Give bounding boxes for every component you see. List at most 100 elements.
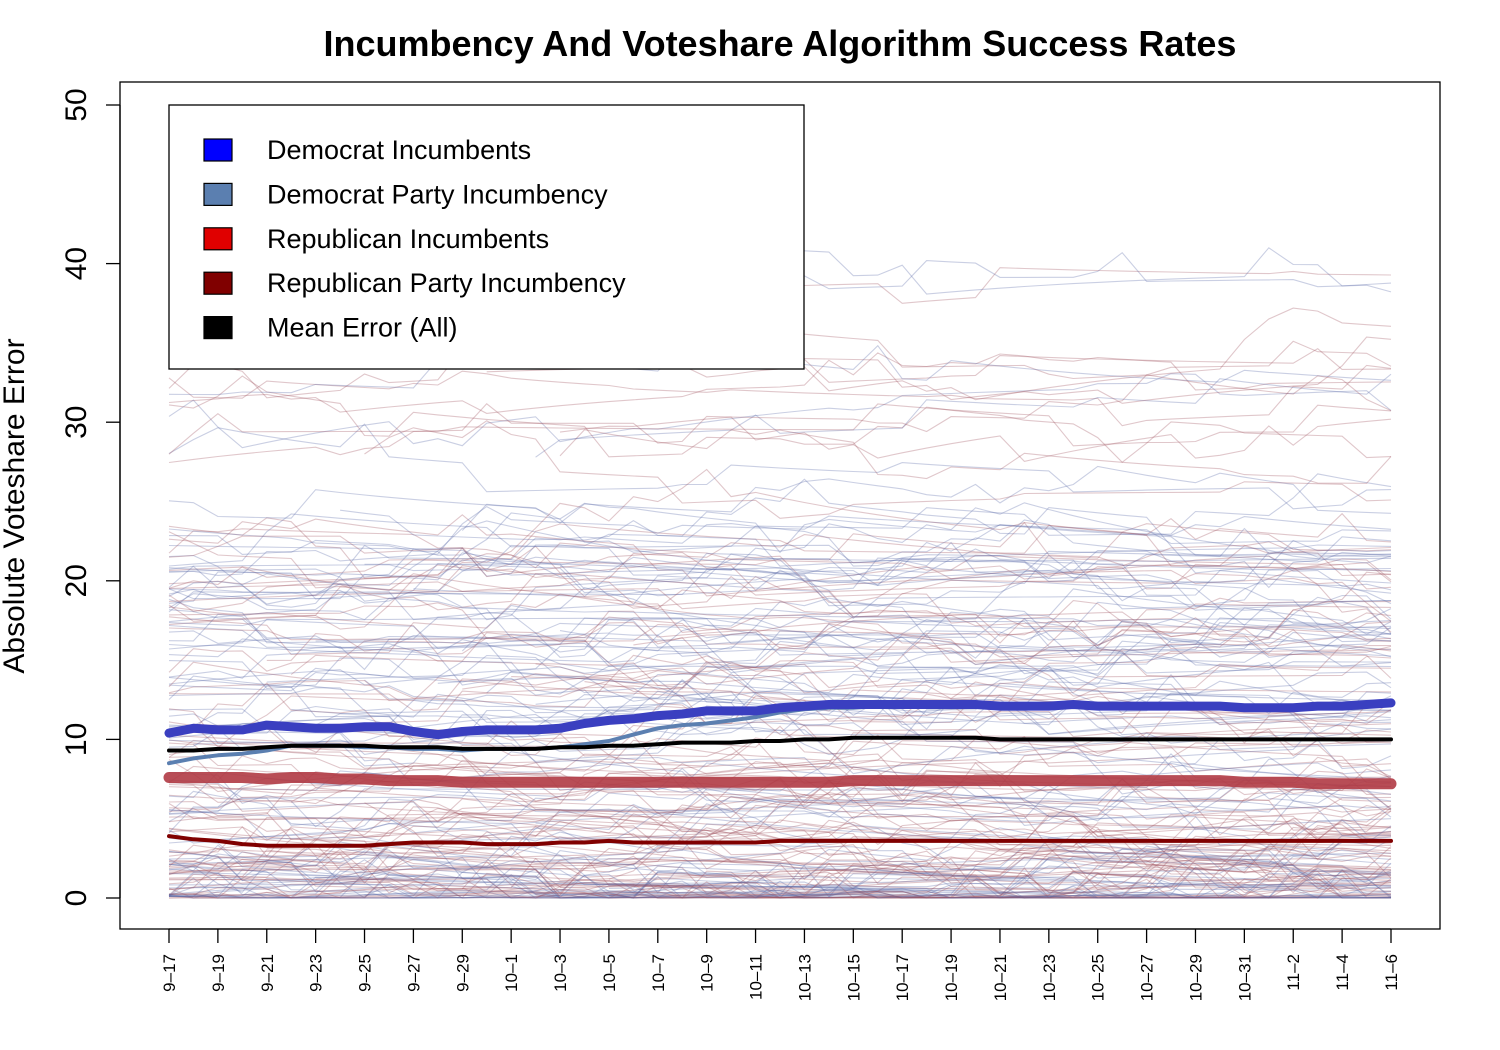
x-tick-label: 11–6 [1382,954,1401,991]
background-line [559,862,1392,899]
background-line [168,761,1392,834]
background-line [168,813,1392,885]
background-line [168,593,1392,649]
background-line [168,617,1392,671]
background-line [168,753,1392,815]
background-line [193,694,1392,762]
background-line [462,839,1392,899]
series-line-republican-incumbents [163,772,1397,790]
background-line [168,618,1392,666]
background-line [168,863,1392,899]
x-tick-label: 10–21 [991,954,1010,1001]
background-line [168,844,1392,899]
background-line [168,854,1392,899]
legend-swatch [203,138,233,162]
background-line [169,803,1392,899]
x-axis: 9–17 9–19 9–21 9–23 9–25 9–27 9–29 10–1 10–3 10–5… [160,928,1401,1001]
background-line [168,816,1392,899]
background-line [559,618,1392,663]
x-tick-label: 10–7 [649,954,668,992]
background-line [168,810,1392,899]
background-line [168,502,1392,556]
background-line [511,860,1392,897]
background-line [168,468,1392,613]
background-line [168,858,1392,899]
background-line [168,855,1392,899]
x-tick-label: 9–23 [307,954,326,992]
background-line [168,673,1391,756]
background-line [168,548,1392,604]
background-line [608,827,1392,896]
legend-label: Mean Error (All) [267,313,458,343]
background-line [168,373,1392,449]
background-line [364,648,1392,714]
background-line [340,509,1392,567]
background-line [168,573,1392,641]
background-line [168,835,1392,899]
background-line [169,855,1392,899]
background-line [168,778,1392,841]
legend-label: Republican Party Incumbency [267,268,626,298]
background-line [168,720,1392,784]
background-line [168,794,1392,857]
background-line [462,629,1392,690]
background-line [169,885,1391,899]
main-series-lines [163,698,1397,848]
background-line [168,423,1392,510]
background-line [168,597,1392,658]
background-line [559,556,1392,620]
background-line [168,856,1392,899]
background-line [168,837,1392,899]
background-line [168,768,1392,855]
background-line [364,527,1392,590]
x-tick-label: 10–25 [1089,954,1108,1001]
background-line [168,478,1392,574]
background-line [291,690,1392,764]
legend-label: Democrat Incumbents [267,135,531,165]
background-line [290,623,1392,697]
background-line [168,790,1392,874]
background-lines [168,247,1392,899]
background-line [168,465,1392,524]
legend-swatch [203,271,233,295]
background-line [169,845,1391,899]
background-line [168,890,1392,899]
background-line [168,609,1392,675]
background-line [168,778,1392,840]
background-line [168,558,1392,623]
chart-title: Incumbency And Voteshare Algorithm Succe… [324,23,1237,64]
y-tick-label: 20 [60,564,93,597]
background-line [168,568,1392,619]
legend-swatch [203,182,233,206]
background-line [535,864,1392,899]
background-line [168,558,1392,611]
background-line [168,847,1392,899]
background-line [168,502,1392,578]
background-line [168,505,1392,562]
background-line [168,606,1392,689]
background-line [168,871,1392,899]
background-line [168,531,1392,633]
background-line [535,640,1392,705]
background-line [168,708,1392,781]
background-line [168,798,1392,885]
background-line [168,691,1392,755]
background-line [168,692,1392,743]
background-line [168,519,1392,604]
background-line [168,728,1392,791]
x-tick-label: 10–15 [844,954,863,1001]
background-line [168,857,1392,899]
y-tick-label: 40 [60,247,93,280]
legend-label: Democrat Party Incumbency [267,179,608,209]
x-tick-label: 9–25 [356,954,375,992]
background-line [168,821,1392,894]
background-line [559,429,1392,484]
background-line [168,849,1392,899]
background-line [168,619,1392,663]
background-line [168,850,1392,899]
background-line [168,544,1392,608]
background-line [168,787,1392,874]
x-tick-label: 10–11 [747,954,766,1000]
background-line [168,536,1392,589]
